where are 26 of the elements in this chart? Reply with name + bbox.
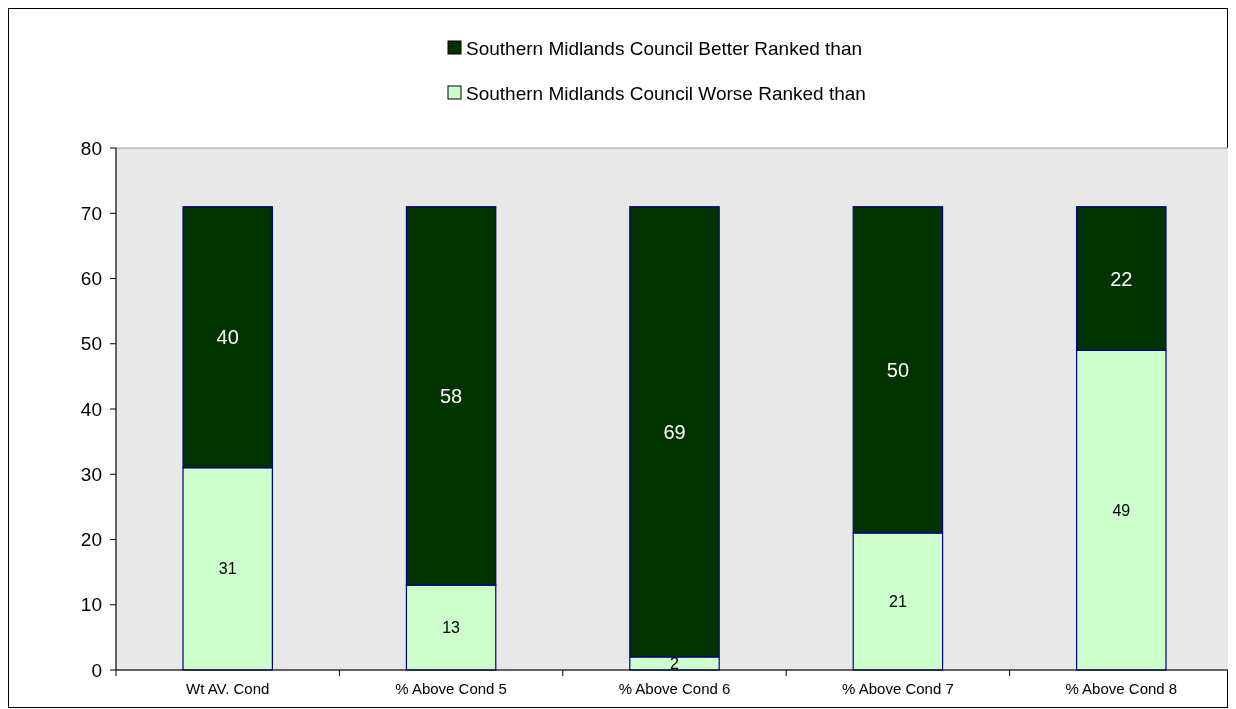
x-tick-label: % Above Cond 6 [618, 680, 731, 697]
data-label: 58 [439, 384, 463, 407]
y-tick-label: 30 [80, 463, 102, 485]
legend-label: Southern Midlands Council Worse Ranked than [466, 82, 866, 104]
legend-label: Southern Midlands Council Better Ranked than [466, 37, 863, 59]
x-tick-label: % Above Cond 5 [395, 680, 507, 697]
x-tick-label: Wt AV. Cond [186, 680, 270, 697]
data-label: 50 [886, 358, 910, 381]
data-label: 13 [442, 619, 461, 637]
data-label: 21 [889, 592, 907, 610]
data-label: 22 [1110, 267, 1133, 290]
data-label: 40 [216, 326, 239, 349]
y-tick-label: 80 [80, 137, 102, 159]
data-label: 2 [670, 654, 680, 672]
data-label: 69 [663, 420, 686, 443]
data-label: 31 [218, 560, 237, 578]
y-tick-label: 70 [80, 202, 102, 224]
y-tick-label: 0 [91, 659, 102, 681]
y-tick-label: 20 [80, 529, 102, 550]
y-tick-label: 10 [80, 594, 102, 616]
x-tick-label: % Above Cond 8 [1065, 680, 1178, 697]
y-tick-label: 40 [80, 398, 102, 420]
x-tick-label: % Above Cond 7 [842, 680, 954, 697]
y-tick-label: 50 [80, 333, 102, 355]
y-tick-label: 60 [80, 268, 102, 289]
data-label: 49 [1112, 501, 1131, 519]
